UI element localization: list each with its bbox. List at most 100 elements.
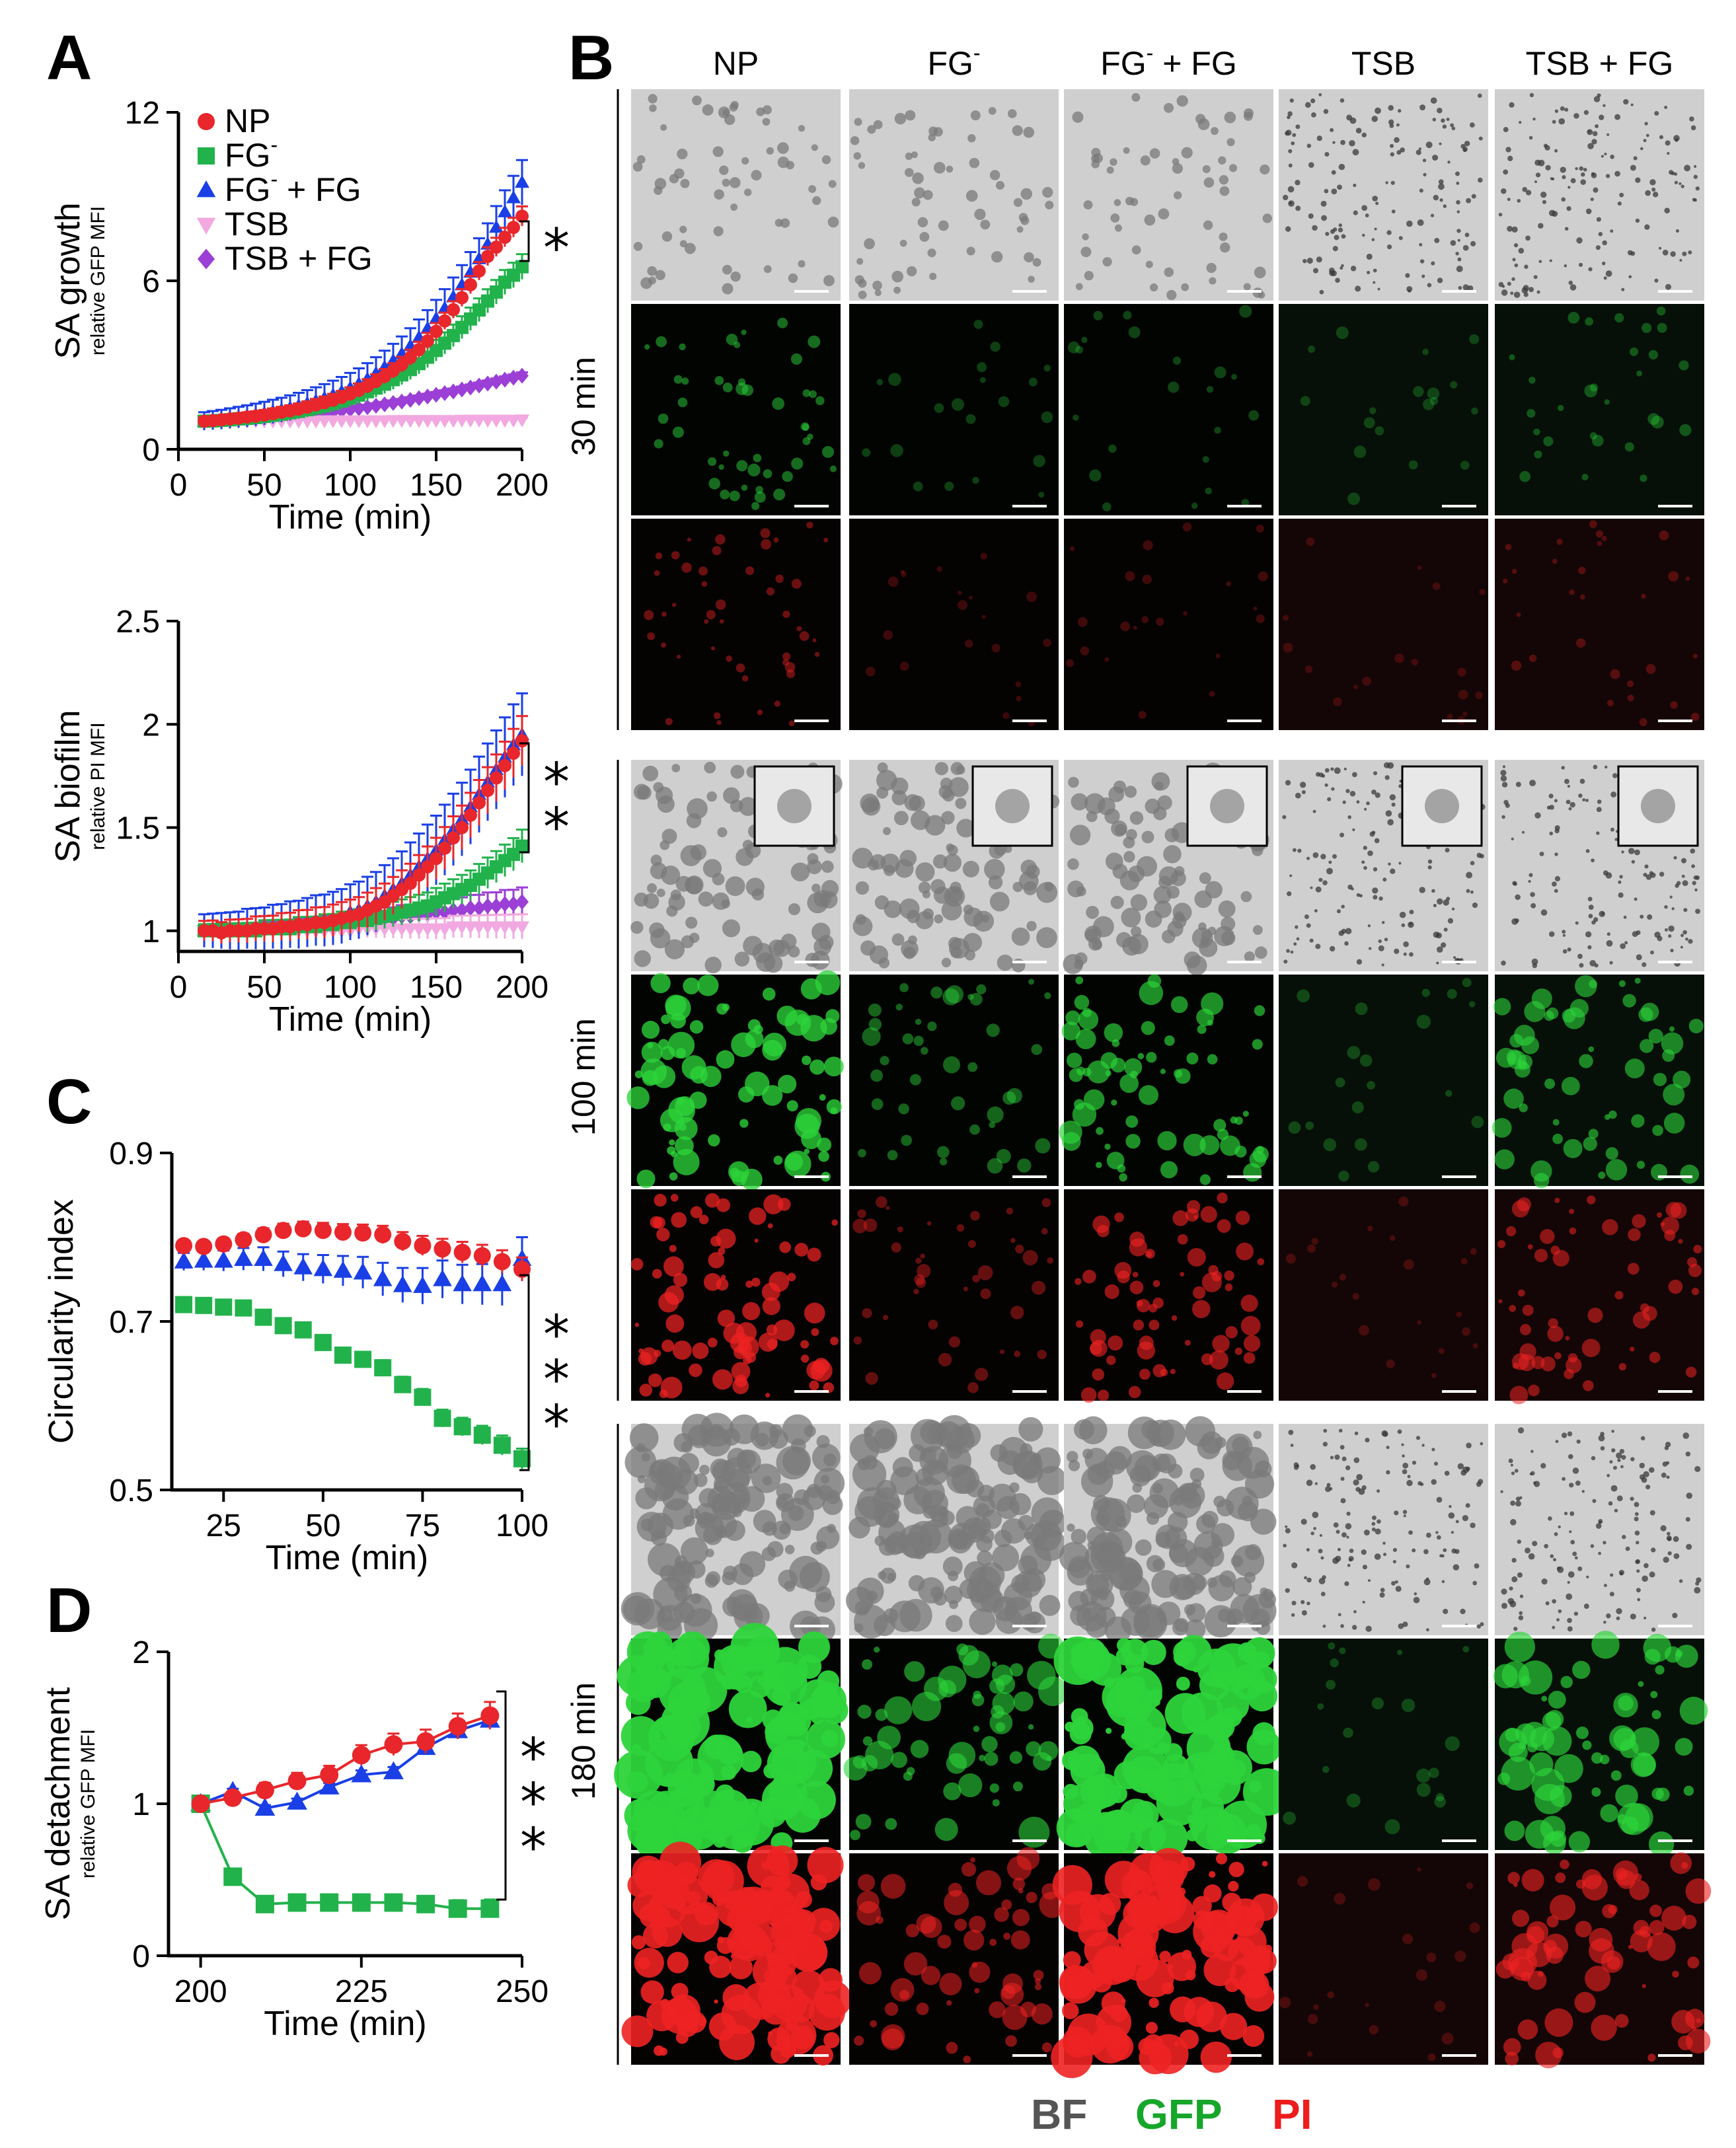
- micrograph-pi: [631, 519, 841, 730]
- data-point: [472, 900, 486, 916]
- data-point: [493, 1253, 511, 1271]
- data-point: [287, 1791, 307, 1810]
- micrograph-bf: [1279, 760, 1488, 971]
- significance-bracket: [519, 1274, 530, 1471]
- y-tick-label: 2: [132, 1635, 150, 1670]
- micrograph-pi: [621, 1841, 852, 2066]
- micrograph-gfp: [626, 970, 844, 1191]
- data-point: [453, 1274, 472, 1292]
- data-point: [515, 921, 529, 934]
- micrograph-pi: [849, 1847, 1066, 2065]
- data-point: [448, 1899, 467, 1918]
- panel-label-a: A: [46, 22, 92, 93]
- data-point: [438, 314, 451, 328]
- data-point: [235, 1299, 252, 1317]
- x-tick-label: 0: [170, 970, 188, 1005]
- data-point: [430, 387, 443, 403]
- data-point: [513, 1260, 531, 1278]
- y-axis-subtitle: relative GFP MFI: [87, 206, 109, 355]
- data-point: [412, 343, 426, 357]
- data-point: [498, 371, 511, 388]
- data-point: [498, 204, 512, 217]
- data-point: [434, 1240, 451, 1258]
- data-point: [351, 1764, 372, 1783]
- y-tick-label: 0.5: [109, 1473, 153, 1508]
- data-point: [320, 1765, 339, 1785]
- data-point: [235, 1231, 252, 1249]
- data-point: [464, 278, 477, 291]
- data-point: [490, 241, 503, 254]
- data-point: [223, 1788, 243, 1807]
- data-point: [353, 1263, 373, 1280]
- micrograph-bf: [630, 760, 843, 974]
- x-tick-label: 100: [324, 468, 377, 503]
- data-point: [448, 1717, 467, 1736]
- y-tick-label: 2: [142, 708, 160, 743]
- data-point: [255, 1781, 274, 1800]
- data-point: [384, 1893, 403, 1912]
- data-point: [515, 894, 529, 910]
- data-point: [455, 381, 469, 398]
- data-point: [507, 896, 520, 912]
- data-point: [320, 1893, 339, 1912]
- x-tick-label: 50: [305, 1508, 340, 1543]
- data-point: [421, 334, 434, 348]
- micrograph-bf: [1495, 89, 1704, 301]
- data-point: [414, 1237, 432, 1255]
- y-tick-label: 0: [142, 433, 160, 468]
- series-fg-: [175, 1296, 531, 1469]
- data-point: [498, 896, 511, 912]
- micrograph-gfp: [849, 304, 1059, 515]
- micrograph-bf: [1279, 89, 1488, 301]
- data-point: [507, 221, 520, 235]
- data-point: [254, 1308, 272, 1326]
- data-point: [294, 1220, 312, 1238]
- legend-marker: [198, 248, 215, 270]
- series-np: [191, 1701, 500, 1813]
- micrograph-gfp: [1053, 1635, 1291, 1859]
- data-point: [481, 375, 494, 392]
- micrograph-bf: [1495, 760, 1704, 971]
- x-tick-label: 0: [170, 468, 188, 503]
- series-np: [198, 715, 529, 944]
- data-point: [455, 291, 469, 305]
- legend-marker: [198, 147, 215, 165]
- data-point: [195, 1296, 213, 1314]
- data-point: [314, 1333, 332, 1351]
- data-point: [447, 383, 460, 400]
- legend-label: FG- + FG: [225, 167, 361, 208]
- data-point: [215, 1235, 233, 1253]
- data-point: [507, 369, 520, 386]
- data-point: [455, 902, 469, 918]
- x-tick-label: 50: [246, 468, 282, 503]
- channel-label-pi: PI: [1272, 2091, 1312, 2138]
- micrograph-pi: [1051, 1847, 1279, 2079]
- data-point: [394, 1232, 412, 1250]
- x-axis-title: Time (min): [264, 2005, 427, 2043]
- series-line: [200, 1719, 490, 1810]
- data-point: [414, 1388, 432, 1406]
- data-point: [421, 389, 434, 405]
- data-point: [515, 367, 529, 384]
- data-point: [294, 1321, 312, 1339]
- data-point: [472, 264, 486, 278]
- significance-bracket: [519, 742, 530, 854]
- legend-marker: [198, 113, 215, 130]
- micrograph-bf: [845, 1415, 1067, 1639]
- data-point: [490, 771, 503, 785]
- timepoint-label: 180 min: [565, 1682, 602, 1800]
- data-point: [313, 1259, 333, 1277]
- micrograph-bf: [631, 89, 841, 301]
- significance-star: *: [520, 1727, 547, 1789]
- x-axis-title: Time (min): [266, 1539, 429, 1577]
- data-point: [404, 351, 417, 365]
- micrograph-gfp: [614, 1623, 849, 1861]
- data-point: [255, 1894, 274, 1913]
- legend-marker: [196, 180, 216, 198]
- data-point: [490, 898, 503, 914]
- significance-bracket: [519, 220, 530, 262]
- micrograph-pi: [1495, 519, 1704, 730]
- data-point: [473, 1247, 491, 1265]
- micrograph-bf: [849, 760, 1060, 973]
